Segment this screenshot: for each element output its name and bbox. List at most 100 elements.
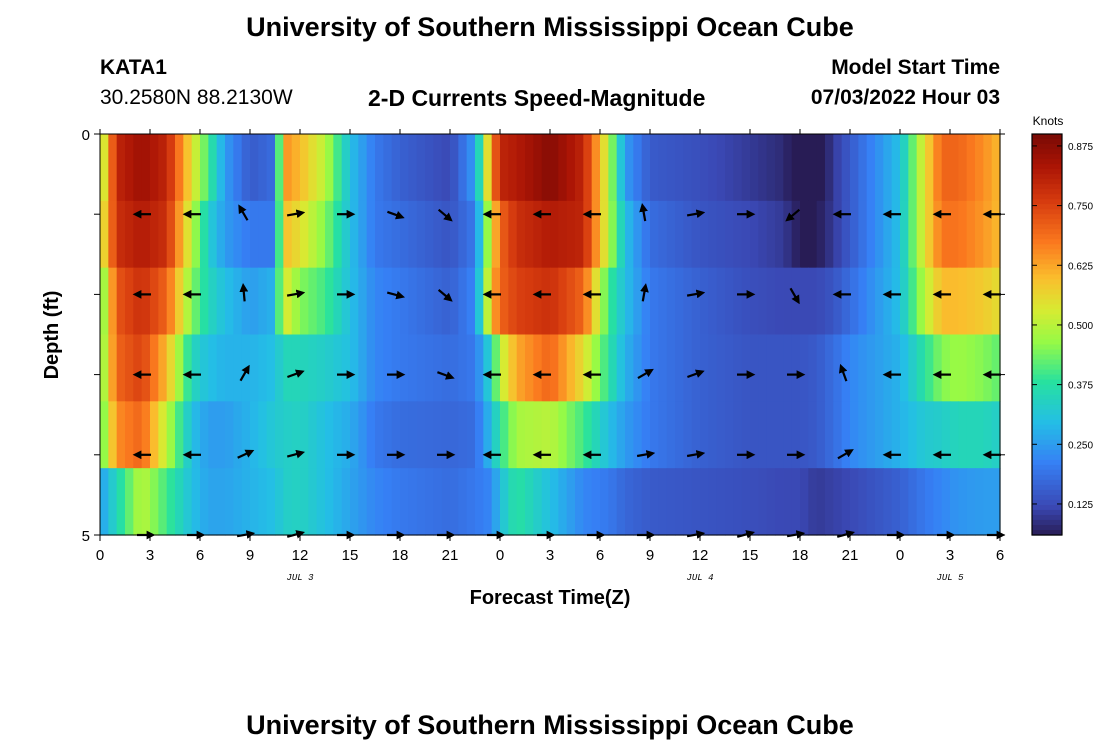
heatmap-cell: [608, 468, 618, 536]
colorbar-segment: [1032, 294, 1062, 301]
heatmap-cell: [525, 334, 534, 402]
heatmap-cell: [225, 134, 234, 202]
heatmap-cell: [533, 468, 543, 536]
heatmap-cell: [233, 200, 243, 269]
heatmap-cell: [708, 401, 718, 469]
heatmap-cell: [200, 134, 209, 202]
heatmap-cell: [516, 468, 526, 536]
heatmap-cell: [716, 134, 726, 202]
heatmap-cell: [275, 267, 284, 336]
heatmap-cell: [383, 134, 393, 202]
heatmap-cell: [525, 267, 534, 336]
current-arrow: [687, 369, 705, 379]
heatmap-cell: [575, 134, 584, 202]
heatmap-cell: [216, 134, 226, 202]
heatmap-cell: [991, 468, 1001, 536]
heatmap-cell: [625, 134, 634, 202]
heatmap-cell: [316, 468, 326, 536]
colorbar-segment: [1032, 304, 1062, 311]
heatmap-cell: [333, 334, 343, 402]
heatmap-cell: [166, 334, 176, 402]
heatmap-cell: [233, 134, 243, 202]
heatmap-cell: [458, 334, 468, 402]
heatmap-cell: [425, 267, 434, 336]
heatmap-cell: [158, 401, 168, 469]
heatmap-cell: [833, 134, 843, 202]
heatmap-cell: [941, 267, 951, 336]
colorbar-segment: [1032, 139, 1062, 145]
heatmap-cell: [475, 200, 484, 269]
heatmap-cell: [725, 401, 734, 469]
colorbar-segment: [1032, 249, 1062, 255]
colorbar-segment: [1032, 184, 1062, 190]
heatmap-cell: [433, 334, 443, 402]
heatmap-cell: [358, 468, 368, 536]
heatmap-cell: [875, 267, 884, 336]
heatmap-cell: [416, 200, 426, 269]
heatmap-cell: [750, 468, 759, 536]
heatmap-cell: [666, 200, 676, 269]
heatmap-cell: [116, 401, 126, 469]
heatmap-cell: [300, 267, 309, 336]
heatmap-cell: [550, 334, 559, 402]
heatmap-cell: [233, 401, 243, 469]
heatmap-cell: [400, 401, 409, 469]
colorbar-segment: [1032, 259, 1062, 265]
heatmap-cell: [166, 200, 176, 269]
heatmap-cell: [766, 334, 776, 402]
colorbar-segment: [1032, 449, 1062, 456]
heatmap-cell: [341, 200, 351, 269]
heatmap-cell: [866, 401, 876, 469]
heatmap-cell: [358, 200, 368, 269]
heatmap-cell: [150, 468, 159, 536]
heatmap-cell: [741, 334, 751, 402]
heatmap-cell: [816, 401, 826, 469]
heatmap-cell: [666, 468, 676, 536]
heatmap-cell: [891, 134, 901, 202]
heatmap-cell: [750, 134, 759, 202]
heatmap-cell: [825, 267, 834, 336]
heatmap-cell: [541, 334, 551, 402]
heatmap-cell: [808, 267, 818, 336]
current-arrow: [437, 371, 455, 380]
heatmap-cell: [258, 200, 268, 269]
heatmap-cell: [233, 468, 243, 536]
heatmap-cell: [358, 134, 368, 202]
colorbar-segment: [1032, 474, 1062, 481]
heatmap-cell: [166, 134, 176, 202]
colorbar-segment: [1032, 194, 1062, 200]
heatmap-cell: [483, 334, 493, 402]
heatmap-cell: [933, 401, 943, 469]
heatmap-cell: [666, 334, 676, 402]
heatmap-cell: [625, 267, 634, 336]
heatmap-cell: [758, 267, 768, 336]
heatmap-cell: [766, 468, 776, 536]
colorbar-segment: [1032, 164, 1062, 170]
heatmap-cell: [250, 267, 259, 336]
heatmap-cell: [591, 334, 601, 402]
heatmap-cell: [433, 468, 443, 536]
heatmap-cell: [908, 468, 918, 536]
heatmap-cell: [391, 334, 401, 402]
heatmap-cell: [375, 468, 384, 536]
heatmap-cell: [591, 401, 601, 469]
heatmap-cell: [583, 200, 593, 269]
heatmap-cell: [991, 267, 1001, 336]
heatmap-cell: [366, 468, 376, 536]
heatmap-cell: [208, 334, 218, 402]
heatmap-cell: [466, 267, 476, 336]
heatmap-cell: [441, 401, 451, 469]
heatmap-cell: [333, 401, 343, 469]
heatmap-cell: [491, 334, 501, 402]
heatmap-cell: [950, 334, 959, 402]
heatmap-cell: [766, 134, 776, 202]
heatmap-cell: [241, 200, 251, 269]
heatmap-cell: [200, 468, 209, 536]
heatmap-cell: [158, 267, 168, 336]
heatmap-cell: [383, 401, 393, 469]
colorbar-segment: [1032, 424, 1062, 431]
heatmap-cell: [908, 267, 918, 336]
heatmap-cell: [741, 134, 751, 202]
heatmap-cell: [633, 468, 643, 536]
heatmap-cell: [925, 134, 934, 202]
